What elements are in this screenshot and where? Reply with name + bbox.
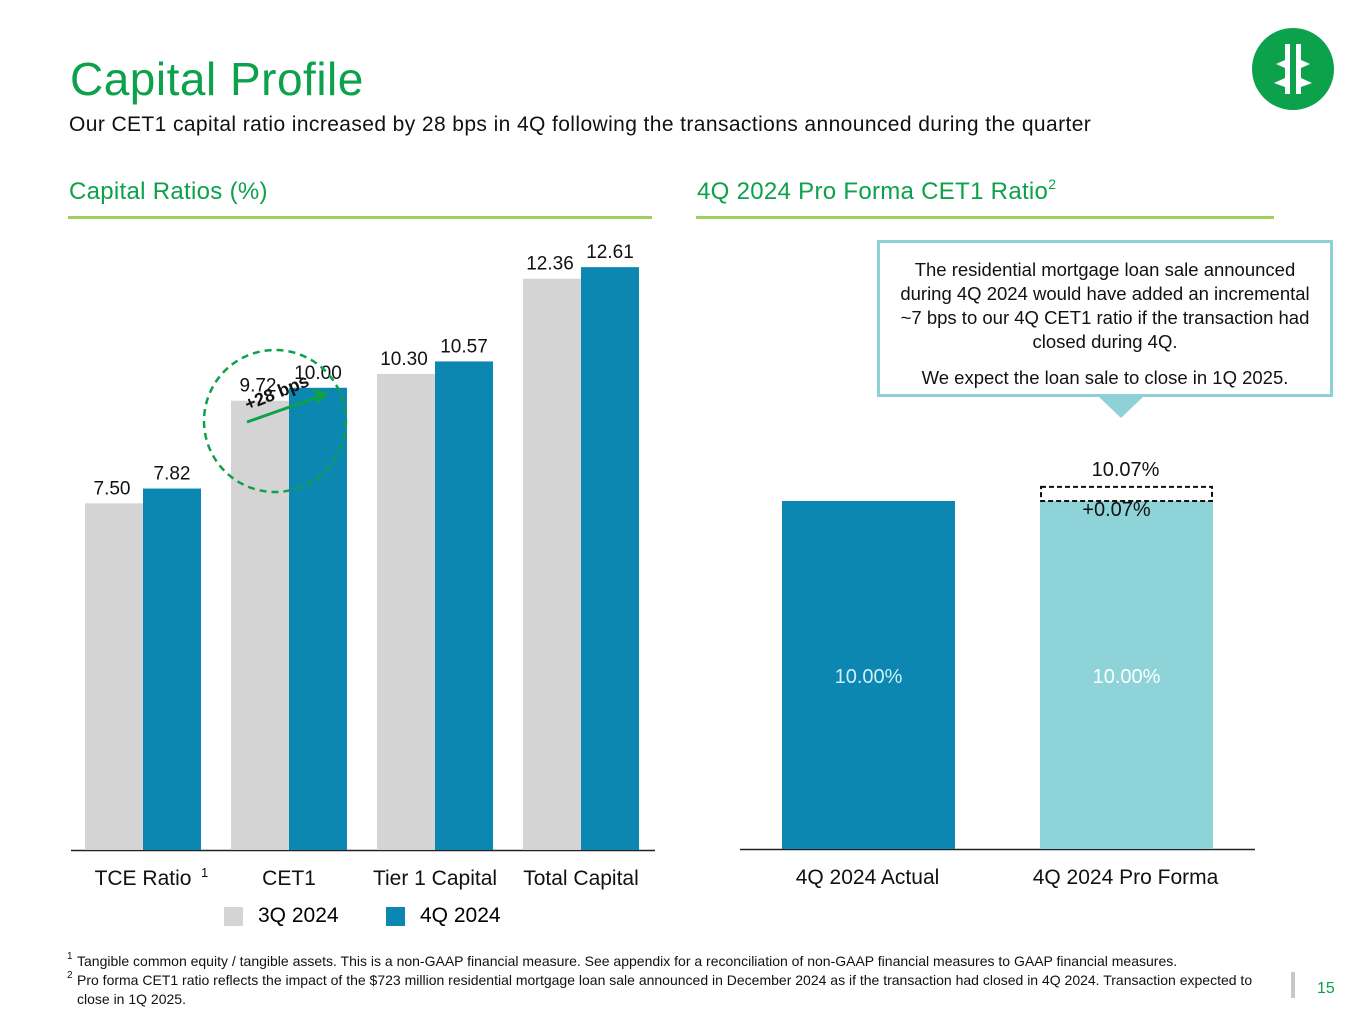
data-label-4q-2: 10.57 [440, 336, 488, 357]
capital-ratios-chart: 7.50 7.82 TCE Ratio 1 9.72 10.00 CET1 10.30 10.5… [71, 242, 655, 890]
right-heading-rule [696, 216, 1274, 219]
bar-4q-0 [143, 488, 201, 850]
bar-value-label-1: 10.00% [1093, 666, 1161, 688]
x-tick-label-2: Tier 1 Capital [373, 867, 497, 890]
loan-sale-callout: The residential mortgage loan sale annou… [877, 240, 1333, 397]
legend-swatch-4q [386, 906, 405, 926]
page-divider [1291, 972, 1295, 998]
annotation-circle [202, 348, 348, 494]
legend-swatch-3q [224, 906, 243, 926]
legend-label-3q: 3Q 2024 [258, 904, 339, 927]
x-tick-label-0: TCE Ratio [95, 867, 192, 890]
page-title: Capital Profile [70, 53, 364, 105]
x-tick-label-3: Total Capital [523, 867, 639, 890]
footnotes: 1 Tangible common equity / tangible asset… [67, 951, 1287, 1009]
bar-4q-2 [435, 361, 493, 850]
annotation-arrow-head [313, 389, 329, 404]
bar-value-label-0: 10.00% [835, 666, 903, 688]
x-tick-label-right-0: 4Q 2024 Actual [796, 866, 940, 889]
bar-3q-1 [231, 400, 289, 850]
data-label-3q-3: 12.36 [526, 254, 574, 275]
x-tick-label-1: CET1 [262, 867, 316, 890]
footnote-1: 1 Tangible common equity / tangible asset… [67, 951, 1178, 969]
page-number: 15 [1317, 980, 1335, 997]
callout-text-2: We expect the loan sale to close in 1Q 2… [921, 367, 1289, 388]
legend-label-4q: 4Q 2024 [420, 904, 501, 927]
x-tick-sup-0: 1 [201, 865, 208, 880]
legend-item-4q-2024: 4Q 2024 [386, 904, 501, 928]
bar-pro-forma-1 [1040, 501, 1213, 849]
data-label-4q-1: 10.00 [294, 363, 342, 384]
pro-forma-chart: 10.00% 4Q 2024 Actual 10.00% 4Q 2024 Pro Fo… [740, 459, 1255, 889]
page-subtitle: Our CET1 capital ratio increased by 28 b… [69, 113, 1092, 136]
bar-3q-0 [85, 503, 143, 850]
data-label-4q-3: 12.61 [586, 242, 634, 263]
bar-pro-forma-0 [782, 501, 955, 849]
pro-forma-heading: 4Q 2024 Pro Forma CET1 Ratio2 [697, 176, 1057, 205]
tree-logo-icon [1252, 28, 1334, 110]
data-label-4q-0: 7.82 [154, 464, 191, 485]
annotation-arrow-line [246, 395, 319, 424]
footnote-2: 2 Pro forma CET1 ratio reflects the impac… [67, 970, 1253, 1007]
bar-3q-3 [523, 278, 581, 850]
increment-box [1040, 485, 1213, 502]
callout-pointer [1099, 397, 1143, 418]
increment-label: +0.07% [1082, 499, 1151, 521]
data-label-3q-0: 7.50 [94, 478, 131, 499]
bar-3q-2 [377, 373, 435, 850]
bar-4q-1 [289, 387, 347, 850]
callout-text-1: The residential mortgage loan sale annou… [900, 259, 1310, 352]
capital-ratios-heading: Capital Ratios (%) [69, 178, 268, 205]
data-label-3q-1: 9.72 [240, 376, 277, 397]
legend-item-3q-2024: 3Q 2024 [224, 904, 339, 928]
left-heading-rule [68, 216, 652, 219]
bar-4q-3 [581, 267, 639, 850]
total-label: 10.07% [1092, 459, 1160, 481]
data-label-3q-2: 10.30 [380, 349, 428, 370]
x-tick-label-right-1: 4Q 2024 Pro Forma [1033, 866, 1219, 889]
